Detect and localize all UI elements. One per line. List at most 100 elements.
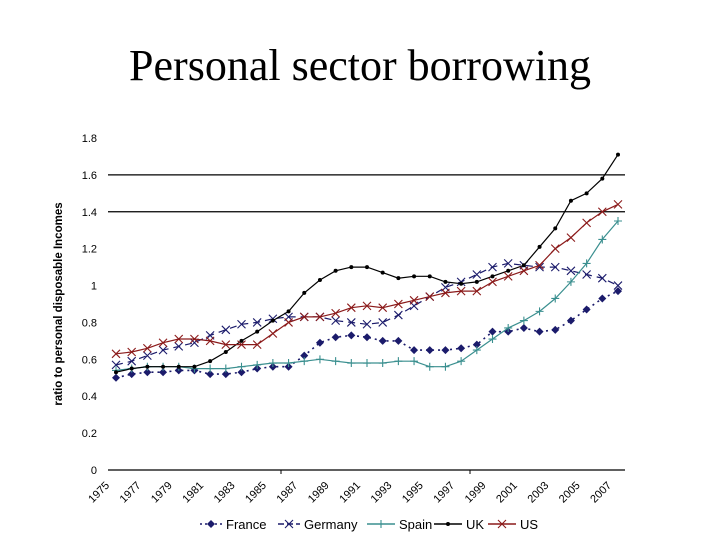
diamond-marker xyxy=(394,336,403,345)
y-axis-ticks: 0 0.2 0.4 0.6 0.8 1 1.2 1.4 1.6 1.8 xyxy=(82,133,97,477)
plus-marker xyxy=(300,357,309,366)
x-marker xyxy=(190,334,199,344)
legend-label: US xyxy=(520,517,538,532)
x-marker xyxy=(174,334,184,344)
x-marker xyxy=(472,286,482,296)
dot-marker xyxy=(537,244,542,249)
plus-marker xyxy=(331,357,340,366)
x-marker xyxy=(393,310,403,320)
legend-label: UK xyxy=(466,517,484,532)
diamond-marker xyxy=(441,346,450,355)
series-spain xyxy=(112,217,622,375)
dot-marker xyxy=(114,370,118,375)
x-marker xyxy=(268,329,278,338)
x-marker xyxy=(205,336,215,346)
x-marker xyxy=(142,351,152,361)
x-tick-label: 1979 xyxy=(149,480,175,506)
series-germany xyxy=(111,259,623,370)
x-marker xyxy=(613,281,623,290)
y-tick-label: 0.2 xyxy=(82,428,97,440)
dot-marker xyxy=(333,268,338,273)
diamond-marker xyxy=(425,346,434,355)
x-marker xyxy=(613,200,623,209)
diamond-marker xyxy=(614,287,622,296)
plus-marker xyxy=(363,359,371,368)
x-tick-label: 1999 xyxy=(463,480,489,506)
dot-marker xyxy=(506,268,511,273)
plus-marker xyxy=(488,335,497,344)
x-marker xyxy=(378,303,388,313)
x-tick-label: 1997 xyxy=(431,480,457,506)
x-tick-label: 1975 xyxy=(86,480,112,506)
dot-marker xyxy=(302,290,307,295)
diamond-marker xyxy=(112,373,120,382)
x-marker xyxy=(597,207,607,217)
plus-marker xyxy=(284,359,293,368)
x-marker xyxy=(582,218,592,228)
x-marker xyxy=(409,295,419,305)
x-marker xyxy=(566,233,576,242)
plus-marker xyxy=(457,357,466,366)
x-marker xyxy=(597,273,607,283)
legend-item-france: France xyxy=(200,517,266,532)
x-marker xyxy=(346,303,356,313)
diamond-marker xyxy=(221,370,230,379)
x-marker xyxy=(237,340,246,349)
diamond-marker xyxy=(300,351,309,360)
gridlines xyxy=(108,174,625,213)
x-marker xyxy=(582,270,592,279)
dot-marker xyxy=(223,349,228,354)
x-axis: 1975 1977 1979 1981 1983 1985 1987 1989 1991 1993… xyxy=(86,469,625,506)
dot-marker xyxy=(600,176,605,181)
series-line xyxy=(115,262,619,366)
diamond-marker xyxy=(206,370,215,379)
x-marker xyxy=(127,347,137,357)
diamond-marker xyxy=(488,327,497,336)
dot-marker xyxy=(521,263,526,268)
plus-marker xyxy=(566,277,575,286)
x-marker xyxy=(393,299,403,309)
legend: France Germany Spain UK US xyxy=(200,517,538,532)
x-marker xyxy=(346,318,356,327)
x-tick-label: 1987 xyxy=(275,480,301,506)
x-marker xyxy=(111,349,121,359)
y-tick-label: 0.6 xyxy=(82,354,97,366)
x-marker xyxy=(488,277,497,287)
x-tick-label: 2007 xyxy=(588,480,614,506)
x-tick-label: 1995 xyxy=(400,480,426,506)
legend-item-us: US xyxy=(488,517,538,532)
y-tick-label: 1 xyxy=(91,281,97,293)
x-marker xyxy=(315,312,325,322)
plus-marker xyxy=(551,294,560,303)
plus-marker xyxy=(394,357,403,366)
legend-label: Germany xyxy=(304,517,358,532)
diamond-marker xyxy=(598,294,607,303)
diamond-marker xyxy=(582,305,591,314)
x-tick-label: 1981 xyxy=(180,480,206,506)
diamond-marker xyxy=(127,370,136,379)
x-marker xyxy=(378,318,388,327)
x-marker xyxy=(472,270,482,279)
plus-marker xyxy=(425,362,434,371)
y-tick-label: 0 xyxy=(91,465,97,477)
diamond-marker xyxy=(535,327,544,336)
x-tick-label: 2001 xyxy=(494,480,520,506)
x-marker xyxy=(127,356,137,366)
dot-marker xyxy=(490,274,495,279)
dot-marker xyxy=(427,274,432,279)
x-marker xyxy=(111,360,121,370)
y-tick-label: 0.4 xyxy=(82,391,97,403)
y-axis-label: ratio to personal disposable Incomes xyxy=(53,202,65,405)
dot-marker xyxy=(208,359,213,364)
dot-marker xyxy=(396,276,401,281)
x-tick-label: 1989 xyxy=(306,480,332,506)
plus-marker xyxy=(206,364,215,373)
x-marker xyxy=(252,340,262,349)
diamond-marker xyxy=(331,333,340,342)
diamond-marker xyxy=(410,346,419,355)
diamond-marker xyxy=(457,344,466,353)
dot-marker xyxy=(349,265,354,270)
diamond-marker xyxy=(237,368,246,377)
x-marker xyxy=(237,319,246,329)
